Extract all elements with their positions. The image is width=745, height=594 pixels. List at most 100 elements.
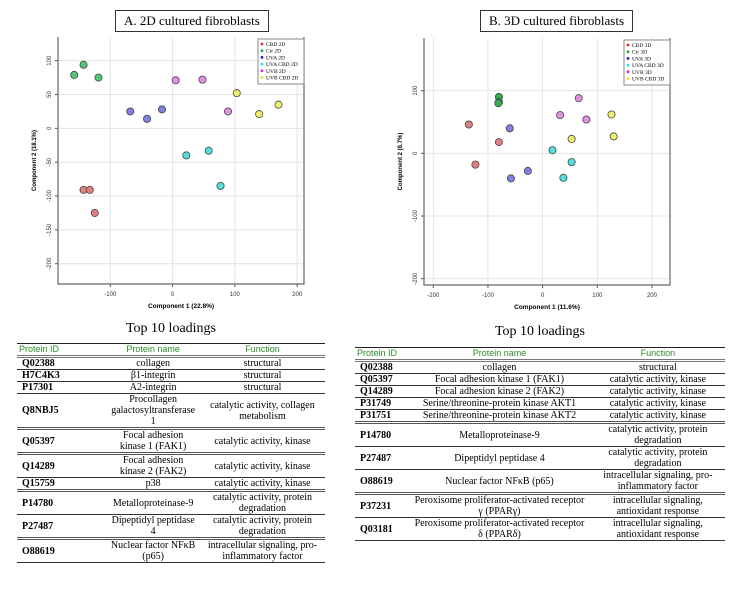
- data-point: [216, 181, 225, 190]
- y-tick-label: -150: [47, 223, 53, 236]
- legend-label: UVB CBD 3D: [632, 77, 664, 83]
- scatter-plots: -100 0 100 200 100 50 0 -50 -100 -150 -200 Componen…: [32, 37, 671, 311]
- protein-id: Q03181: [355, 517, 409, 541]
- y-tick-label: -200: [47, 257, 53, 270]
- y-tick-label: 0: [47, 126, 53, 130]
- data-point: [556, 111, 565, 120]
- protein-id: Q02388: [355, 360, 409, 374]
- x-tick-label: 0: [541, 293, 545, 299]
- data-point: [79, 60, 88, 69]
- protein-id: P14780: [355, 422, 409, 447]
- protein-name: p38: [106, 477, 200, 492]
- legend-marker: [626, 43, 630, 47]
- x-axis-label: Component 1 (11.6%): [514, 304, 580, 311]
- function: intracellular signaling, pro-inflammator…: [590, 469, 725, 495]
- legend-box: [257, 38, 305, 85]
- protein-name: A2-integrin: [106, 381, 200, 394]
- y-tick-label: -100: [47, 189, 53, 202]
- loadings-table-2d: Protein ID Protein name Function Q02388 coll…: [17, 343, 325, 563]
- column-header: Protein ID: [355, 347, 409, 362]
- protein-name: Metalloproteinase-9: [106, 490, 200, 515]
- data-point: [90, 208, 99, 217]
- legend-marker: [260, 76, 264, 79]
- legend-marker: [260, 42, 264, 46]
- legend-label: UVB 3D: [632, 70, 652, 76]
- column-header: Function: [199, 343, 325, 358]
- table-row: P37231 Peroxisome proliferator-activated …: [355, 493, 725, 518]
- table-b-title: Top 10 loadings: [494, 324, 585, 339]
- function: catalytic activity, protein degradation: [199, 490, 325, 515]
- protein-name: Nuclear factor NFκB (p65): [408, 469, 591, 495]
- function: catalytic activity, protein degradation: [199, 514, 325, 540]
- table-row: P17301 A2-integrin structural: [17, 381, 325, 394]
- column-header: Protein name: [408, 347, 591, 362]
- function: intracellular signaling, antioxidant res…: [590, 493, 725, 518]
- x-tick-label: -100: [104, 292, 117, 298]
- y-axis-label: Component 2 (18.1%): [32, 130, 38, 191]
- protein-name: collagen: [408, 360, 591, 374]
- function: catalytic activity, protein degradation: [590, 446, 725, 470]
- protein-id: Q14289: [355, 385, 409, 398]
- data-point: [494, 99, 503, 108]
- protein-id: P27487: [17, 514, 107, 540]
- legend-marker: [626, 77, 630, 80]
- table-a-title: Top 10 loadings: [125, 321, 216, 336]
- protein-name: Nuclear factor NFκB (p65): [106, 538, 200, 563]
- function: structural: [199, 381, 325, 394]
- table-row: Q02388 collagen structural: [355, 360, 725, 374]
- x-tick-label: -100: [482, 293, 495, 299]
- legend-marker: [260, 69, 264, 73]
- legend-label: CBD 3D: [632, 43, 651, 49]
- protein-id: P31751: [355, 409, 409, 424]
- table-row: Q03181 Peroxisome proliferator-activated …: [355, 517, 725, 541]
- data-point: [126, 107, 135, 116]
- column-header: Protein name: [106, 343, 200, 358]
- table-row: H7C4K3 β1-integrin structural: [17, 369, 325, 382]
- column-header: Protein ID: [17, 343, 107, 358]
- data-point: [182, 151, 191, 160]
- y-tick-label: -200: [413, 272, 419, 285]
- function: catalytic activity, kinase: [199, 477, 325, 492]
- function: intracellular signaling, pro-inflammator…: [199, 538, 325, 563]
- table-row: Q05397 Focal adhesion kinase 1 (FAK1) cata…: [17, 428, 325, 455]
- table-row: O88619 Nuclear factor NFκB (p65) intracell…: [17, 538, 325, 563]
- legend-label: UVB 2D: [266, 69, 286, 75]
- legend-label: UVA 2D: [266, 55, 285, 61]
- y-tick-label: 100: [413, 85, 419, 96]
- legend-label: Ctr 2D: [266, 49, 281, 55]
- table-row: Q14289 Focal adhesion kinase 2 (FAK2) cata…: [355, 385, 725, 398]
- y-tick-label: 50: [47, 91, 53, 98]
- x-tick-label: 100: [230, 292, 241, 298]
- protein-id: Q02388: [17, 356, 107, 370]
- function: structural: [199, 369, 325, 382]
- data-point: [567, 134, 576, 143]
- protein-name: β1-integrin: [106, 369, 200, 382]
- data-point: [582, 115, 591, 124]
- table-row: P27487 Dipeptidyl peptidase 4 catalytic ac…: [355, 446, 725, 470]
- table-row: P14780 Metalloproteinase-9 catalytic activ…: [355, 422, 725, 447]
- function: structural: [590, 360, 725, 374]
- table-row: P27487 Dipeptidyl peptidase 4 catalytic ac…: [17, 514, 325, 540]
- data-point: [94, 73, 103, 82]
- protein-id: O88619: [355, 469, 409, 495]
- protein-name: Dipeptidyl peptidase 4: [408, 446, 591, 470]
- loadings-table-3d: Protein ID Protein name Function Q02388 coll…: [355, 347, 725, 541]
- legend-marker: [626, 50, 630, 54]
- legend-marker: [626, 57, 630, 60]
- data-point: [607, 110, 616, 119]
- legend-label: UVA CBD 3D: [632, 63, 664, 69]
- y-tick-label: 0: [413, 151, 419, 155]
- plot-b-title: B. 3D cultured fibroblasts: [480, 10, 634, 32]
- protein-id: H7C4K3: [17, 369, 107, 382]
- protein-name: Focal adhesion kinase 1 (FAK1): [106, 428, 200, 455]
- plot-frame: [423, 38, 671, 286]
- function: intracellular signaling, antioxidant res…: [590, 517, 725, 541]
- data-point: [224, 107, 233, 116]
- protein-id: P31749: [355, 397, 409, 410]
- data-point: [70, 70, 79, 79]
- y-tick-label: -100: [413, 209, 419, 222]
- legend-marker: [260, 56, 264, 59]
- function: catalytic activity, collagen metabolism: [199, 393, 325, 430]
- legend-box: [623, 39, 671, 86]
- table-row: Q14289 Focal adhesion kinase 2 (FAK2) cata…: [17, 453, 325, 478]
